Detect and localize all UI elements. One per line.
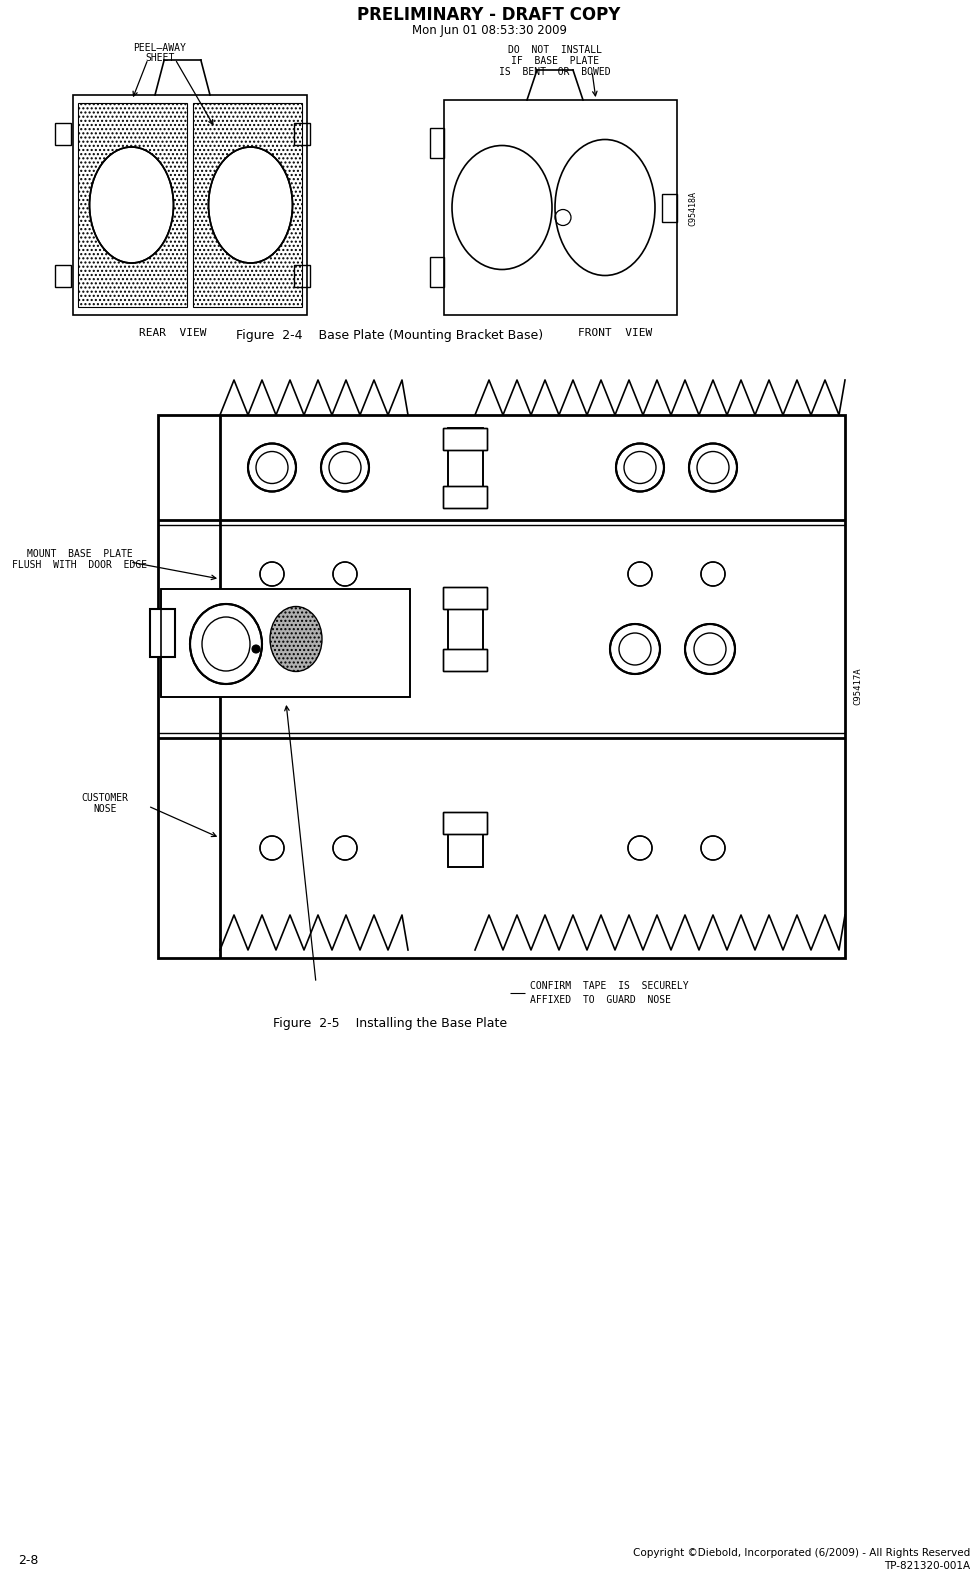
Bar bbox=[447, 601, 482, 656]
Text: Copyright ©Diebold, Incorporated (6/2009) - All Rights Reserved: Copyright ©Diebold, Incorporated (6/2009… bbox=[632, 1548, 969, 1557]
Ellipse shape bbox=[610, 623, 659, 674]
Bar bbox=[443, 587, 487, 609]
Text: REAR  VIEW: REAR VIEW bbox=[139, 328, 206, 338]
Text: MOUNT  BASE  PLATE: MOUNT BASE PLATE bbox=[27, 549, 133, 559]
Text: C95417A: C95417A bbox=[853, 667, 862, 705]
Bar bbox=[661, 194, 676, 221]
Ellipse shape bbox=[270, 606, 321, 672]
Text: NOSE: NOSE bbox=[93, 805, 116, 814]
Ellipse shape bbox=[684, 623, 735, 674]
Bar bbox=[294, 123, 310, 145]
Bar bbox=[430, 128, 444, 158]
Text: CONFIRM  TAPE  IS  SECURELY: CONFIRM TAPE IS SECURELY bbox=[530, 982, 688, 991]
Bar bbox=[73, 95, 307, 316]
Text: PEEL–AWAY: PEEL–AWAY bbox=[134, 43, 187, 54]
Ellipse shape bbox=[208, 147, 292, 264]
Bar bbox=[443, 428, 487, 450]
Ellipse shape bbox=[688, 443, 737, 491]
Bar bbox=[149, 609, 175, 656]
Bar bbox=[158, 415, 844, 958]
Text: CUSTOMER: CUSTOMER bbox=[81, 794, 128, 803]
Text: IF  BASE  PLATE: IF BASE PLATE bbox=[510, 55, 599, 66]
Text: DO  NOT  INSTALL: DO NOT INSTALL bbox=[507, 46, 602, 55]
Text: IS  BENT  OR  BOWED: IS BENT OR BOWED bbox=[498, 66, 611, 77]
Text: Figure  2-4    Base Plate (Mounting Bracket Base): Figure 2-4 Base Plate (Mounting Bracket … bbox=[236, 328, 543, 341]
Text: AFFIXED  TO  GUARD  NOSE: AFFIXED TO GUARD NOSE bbox=[530, 996, 670, 1005]
Text: FLUSH  WITH  DOOR  EDGE: FLUSH WITH DOOR EDGE bbox=[13, 560, 148, 570]
Ellipse shape bbox=[616, 443, 663, 491]
Text: C95418A: C95418A bbox=[688, 191, 697, 226]
Ellipse shape bbox=[252, 645, 260, 653]
Ellipse shape bbox=[260, 836, 283, 860]
Ellipse shape bbox=[627, 836, 652, 860]
Bar bbox=[447, 428, 482, 508]
Bar bbox=[149, 609, 175, 656]
Bar bbox=[443, 813, 487, 835]
Bar bbox=[161, 589, 409, 697]
Ellipse shape bbox=[190, 604, 262, 683]
Text: PRELIMINARY - DRAFT COPY: PRELIMINARY - DRAFT COPY bbox=[357, 6, 620, 24]
Bar bbox=[447, 428, 482, 508]
Bar bbox=[192, 103, 302, 308]
Ellipse shape bbox=[701, 836, 724, 860]
Bar bbox=[161, 589, 409, 697]
Bar bbox=[447, 828, 482, 866]
Bar bbox=[443, 813, 487, 835]
Bar bbox=[443, 649, 487, 671]
Bar bbox=[444, 99, 676, 316]
Bar bbox=[447, 601, 482, 656]
Text: Mon Jun 01 08:53:30 2009: Mon Jun 01 08:53:30 2009 bbox=[411, 24, 566, 36]
Ellipse shape bbox=[332, 562, 357, 585]
Bar bbox=[55, 265, 71, 287]
Ellipse shape bbox=[332, 836, 357, 860]
Ellipse shape bbox=[320, 443, 368, 491]
Text: 2-8: 2-8 bbox=[18, 1553, 38, 1567]
Text: TP-821320-001A: TP-821320-001A bbox=[883, 1561, 969, 1572]
Bar bbox=[443, 486, 487, 508]
Ellipse shape bbox=[260, 562, 283, 585]
Bar bbox=[443, 486, 487, 508]
Bar bbox=[55, 123, 71, 145]
Ellipse shape bbox=[627, 562, 652, 585]
Ellipse shape bbox=[701, 562, 724, 585]
Text: Figure  2-5    Installing the Base Plate: Figure 2-5 Installing the Base Plate bbox=[273, 1016, 506, 1029]
Bar bbox=[447, 828, 482, 866]
Bar bbox=[294, 265, 310, 287]
Bar bbox=[443, 587, 487, 609]
Ellipse shape bbox=[90, 147, 173, 264]
Bar bbox=[443, 649, 487, 671]
Text: FRONT  VIEW: FRONT VIEW bbox=[577, 328, 652, 338]
Ellipse shape bbox=[248, 443, 296, 491]
Bar bbox=[430, 257, 444, 287]
Text: SHEET: SHEET bbox=[146, 54, 175, 63]
Bar bbox=[78, 103, 187, 308]
Bar bbox=[443, 428, 487, 450]
